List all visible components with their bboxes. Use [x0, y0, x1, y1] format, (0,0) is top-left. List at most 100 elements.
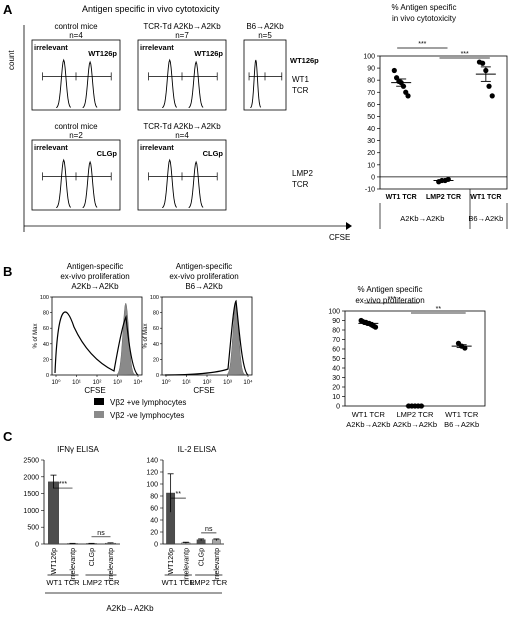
- a-scatter-title-1: % Antigen specific: [392, 3, 457, 12]
- y-tick-label: 0: [336, 404, 340, 411]
- y-tick-label: 80: [332, 328, 340, 335]
- x-tick-label: 10²: [93, 380, 102, 386]
- hist-peak-right: [188, 60, 204, 109]
- y-tick-label: 10: [332, 394, 340, 401]
- hist-header: B6→A2Kb: [246, 22, 284, 31]
- data-point: [486, 83, 492, 89]
- legend-label-vb2-neg: Vβ2 -ve lymphocytes: [110, 411, 184, 420]
- y-tick-label: 0: [154, 542, 158, 549]
- y-tick-label: 20: [367, 150, 375, 157]
- data-point: [405, 93, 411, 99]
- x-category-label: WT1 TCR: [445, 410, 479, 419]
- row-label-wt1-1: WT1: [292, 75, 309, 84]
- y-tick-label: 40: [367, 126, 375, 133]
- sig-label: ns: [97, 530, 105, 537]
- y-tick-label: 80: [43, 311, 49, 317]
- y-tick-label: 80: [150, 494, 158, 501]
- hist-right-label: WT126p: [88, 49, 117, 58]
- hist-frame: [31, 39, 121, 111]
- panel-a-letter: A: [3, 2, 13, 17]
- hist-b6-right-label: WT126p: [290, 56, 319, 65]
- y-tick-label: 80: [367, 78, 375, 85]
- y-tick-label: 90: [332, 318, 340, 325]
- x-tick-label: 10³: [223, 380, 232, 386]
- hist-frame: [243, 39, 287, 111]
- y-tick-label: 100: [40, 295, 49, 301]
- data-point: [400, 83, 407, 89]
- hist-frame: [137, 39, 227, 111]
- group-label: LMP2 TCR: [83, 578, 121, 587]
- b-scatter-title-1: % Antigen specific: [358, 285, 423, 294]
- b-hist-1: 0 20 40 60 80 100 10⁰ 10¹ 10² 10³ 10⁴ % of Max: [33, 295, 143, 386]
- y-tick-label: 70: [332, 337, 340, 344]
- x-tick-label: 10⁰: [51, 379, 61, 386]
- y-tick-label: 1500: [23, 491, 39, 498]
- y-tick-label: 100: [328, 309, 340, 316]
- b-hist1-title-1: Antigen-specific: [67, 262, 123, 271]
- y-tick-label: 0: [156, 373, 159, 379]
- scatter-frame: [379, 55, 508, 190]
- y-tick-label: 60: [150, 506, 158, 513]
- x-tick-label: 10¹: [182, 380, 191, 386]
- x-category-label: WT1 TCR: [352, 410, 386, 419]
- hist-right-label: CLGp: [203, 149, 224, 158]
- data-point: [462, 345, 468, 351]
- x-tick-label: 10⁰: [161, 379, 171, 386]
- x-tick-label: 10⁴: [133, 379, 143, 386]
- hist-n: n=4: [69, 31, 83, 40]
- hist-peak-left: [56, 158, 72, 209]
- hist-frame: [137, 139, 227, 211]
- vb2-neg-histogram: [226, 302, 246, 376]
- x-tick-label: 10¹: [72, 380, 81, 386]
- x-category-label: CLGp: [199, 548, 206, 566]
- y-tick-label: 0: [46, 373, 49, 379]
- vb2-pos-histogram: [54, 311, 139, 376]
- a-scatter-title-2: in vivo cytotoxicity: [392, 14, 456, 23]
- bar: [48, 481, 59, 545]
- hist-n: n=7: [175, 31, 189, 40]
- y-tick-label: 40: [150, 518, 158, 525]
- y-tick-label: 40: [43, 342, 49, 348]
- vb2-pos-histogram: [164, 299, 249, 376]
- y-tick-label: 60: [43, 326, 49, 332]
- sig-label: ***: [418, 41, 426, 48]
- y-tick-label: 2000: [23, 474, 39, 481]
- y-tick-label: 20: [153, 357, 159, 363]
- y-tick-label: 70: [367, 90, 375, 97]
- hist-left-label: irrelevant: [34, 143, 68, 152]
- panel-a-scatter: -10 0 10 20 30 40 50 60 70 80 90 100 *** *** WT1 TCR LM…: [363, 41, 508, 229]
- b-hist1-title-3: A2Kb→A2Kb: [71, 282, 119, 291]
- y-tick-label: 0: [371, 174, 375, 181]
- x-category-label: WT126p: [51, 548, 58, 575]
- y-tick-label: -10: [365, 187, 375, 194]
- y-axis-label: % of Max: [143, 323, 149, 348]
- y-tick-label: 500: [27, 525, 39, 532]
- data-point: [418, 403, 424, 409]
- b-hist1-title-2: ex-vivo proliferation: [60, 272, 129, 281]
- hist-header: TCR-Td A2Kb→A2Kb: [143, 122, 221, 131]
- data-point: [445, 176, 451, 182]
- hist-peak-right: [82, 60, 98, 109]
- x-category-label: Irrelevantp: [108, 548, 115, 581]
- x-category-label: LMP2 TCR: [397, 410, 435, 419]
- hist-left-label: irrelevant: [140, 43, 174, 52]
- legend-swatch-vb2-neg: [94, 411, 104, 418]
- row-label-wt1-2: TCR: [292, 86, 309, 95]
- hist-n: n=2: [69, 131, 83, 140]
- y-tick-label: 90: [367, 66, 375, 73]
- x-tick-label: 10⁴: [243, 379, 253, 386]
- y-tick-label: 60: [153, 326, 159, 332]
- y-tick-label: 1000: [23, 508, 39, 515]
- y-tick-label: 100: [146, 482, 158, 489]
- b-legend: Vβ2 +ve lymphocytes Vβ2 -ve lymphocytes: [94, 398, 186, 420]
- hist-peak-right: [188, 160, 204, 209]
- panel-c-letter: C: [3, 429, 13, 444]
- b-hist2-x-label: CFSE: [193, 386, 214, 395]
- sig-label: ***: [388, 296, 396, 303]
- y-tick-label: 60: [367, 102, 375, 109]
- hist-peak-left: [56, 58, 72, 109]
- y-tick-label: 10: [367, 162, 375, 169]
